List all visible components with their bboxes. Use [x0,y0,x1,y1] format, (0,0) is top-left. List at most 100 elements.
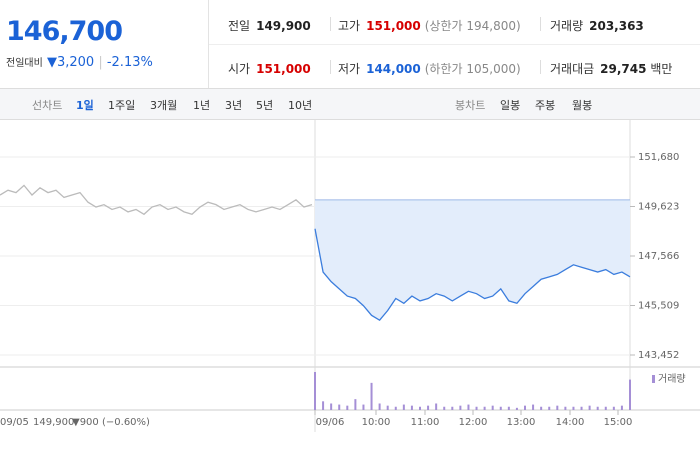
volume-bar [564,406,567,410]
volume-bar [620,405,623,410]
tab[interactable]: 1년 [193,99,211,112]
tab[interactable]: 주봉 [535,99,556,112]
volume-bar [451,406,454,410]
legend-swatch [652,375,655,383]
stat-value: 151,000 [366,19,421,33]
volume-bar [491,405,494,410]
tab[interactable]: 1주일 [108,99,136,112]
x-tick-label: 10:00 [362,417,391,428]
tab[interactable]: 3년 [225,99,243,112]
y-tick-label: 147,566 [638,251,679,262]
stat: 시가 151,000 [228,60,311,77]
x-tick-label: 09/06 [316,417,345,428]
volume-bar [459,405,462,410]
legend-label: 거래량 [658,373,686,385]
quote-header: 146,700 전일대비 ▼3,200 | -2.13% 전일 149,900 고… [0,0,700,89]
stat: 저가 144,000 (하한가 105,000) [338,60,521,77]
volume-bar [402,404,405,410]
stat: 전일 149,900 [228,17,311,34]
volume-bar [370,382,373,410]
volume-bar [427,405,430,410]
x-tick-label: 15:00 [604,417,633,428]
volume-bar [548,406,551,410]
tab[interactable]: 1일 [76,99,94,112]
volume-bar [346,405,349,410]
tab[interactable]: 일봉 [500,99,521,112]
volume-bar [556,405,559,410]
y-tick-label: 145,509 [638,301,679,312]
volume-bar [499,406,502,410]
volume-bar [394,406,397,410]
volume-bar [330,403,333,410]
volume-bar [362,404,365,410]
volume-bar [419,406,421,410]
volume-bar [572,406,575,410]
change-value: ▼3,200 [46,55,95,70]
stat-value: 144,000 [366,62,421,76]
y-tick-label: 149,623 [638,202,679,213]
stat: 고가 151,000 (상한가 194,800) [338,17,521,34]
volume-bar [580,406,583,410]
volume-bar [612,406,615,410]
volume-bar [410,405,413,410]
tab-group-label: 선차트 [32,99,63,112]
x-tick-label: 11:00 [411,417,440,428]
volume-bar [524,405,526,410]
volume-bar [386,405,389,410]
volume-bar [338,404,341,410]
tab-bar: 선차트 봉차트 1일 1주일 3개월 1년 3년 5년 10년 일봉 주봉 월봉 [0,89,700,120]
price-line [0,184,313,216]
stat-extra: (상한가 194,800) [424,19,521,33]
prev-day-info: 149,900 [33,417,74,428]
stat: 거래량 203,363 [550,17,644,34]
prev-day-info: ▼900 [72,417,99,428]
reference-area [315,199,630,321]
stat-value: 149,900 [256,19,311,33]
volume-bar [596,406,599,410]
volume-bar [354,399,357,410]
stat: 거래대금 29,745 백만 [550,60,672,77]
volume-bar [322,401,325,410]
x-tick-label: 12:00 [459,417,488,428]
volume-bar [507,406,510,410]
stat-value: 203,363 [589,19,644,33]
y-tick-label: 143,452 [638,350,679,361]
stat-value: 151,000 [256,62,311,76]
stat-label: 거래대금 [550,62,595,76]
stat-unit: 백만 [650,62,673,76]
price: 146,700 [6,16,123,47]
x-tick-label: 13:00 [507,417,536,428]
price-line [314,228,631,321]
stat-label: 고가 [338,19,361,33]
volume-bar [314,372,316,410]
volume-bar [378,403,381,410]
volume-bar [443,406,446,410]
change-pct: -2.13% [106,55,153,70]
change-label: 전일대비 [6,58,43,69]
stat-label: 저가 [338,62,361,76]
volume-bar [435,403,438,410]
volume-bar [475,406,478,410]
volume-bar [483,406,486,410]
stat-value: 29,745 [600,62,647,76]
stat-extra: (하한가 105,000) [424,62,521,76]
prev-day-info: (−0.60%) [102,417,150,428]
stat-label: 시가 [228,62,251,76]
stat-label: 전일 [228,19,251,33]
volume-bar [467,404,470,410]
stat-label: 거래량 [550,19,584,33]
x-tick-label: 14:00 [556,417,585,428]
volume-bar [629,379,631,410]
volume-bar [515,407,518,410]
tab[interactable]: 10년 [288,99,313,112]
tab[interactable]: 월봉 [572,99,593,112]
y-tick-label: 151,680 [638,152,679,163]
tab[interactable]: 3개월 [150,99,178,112]
volume-bar [532,404,535,410]
prev-day-info: 09/05 [0,417,29,428]
volume-bar [540,406,543,410]
volume-bar [604,406,607,410]
tab[interactable]: 5년 [256,99,274,112]
